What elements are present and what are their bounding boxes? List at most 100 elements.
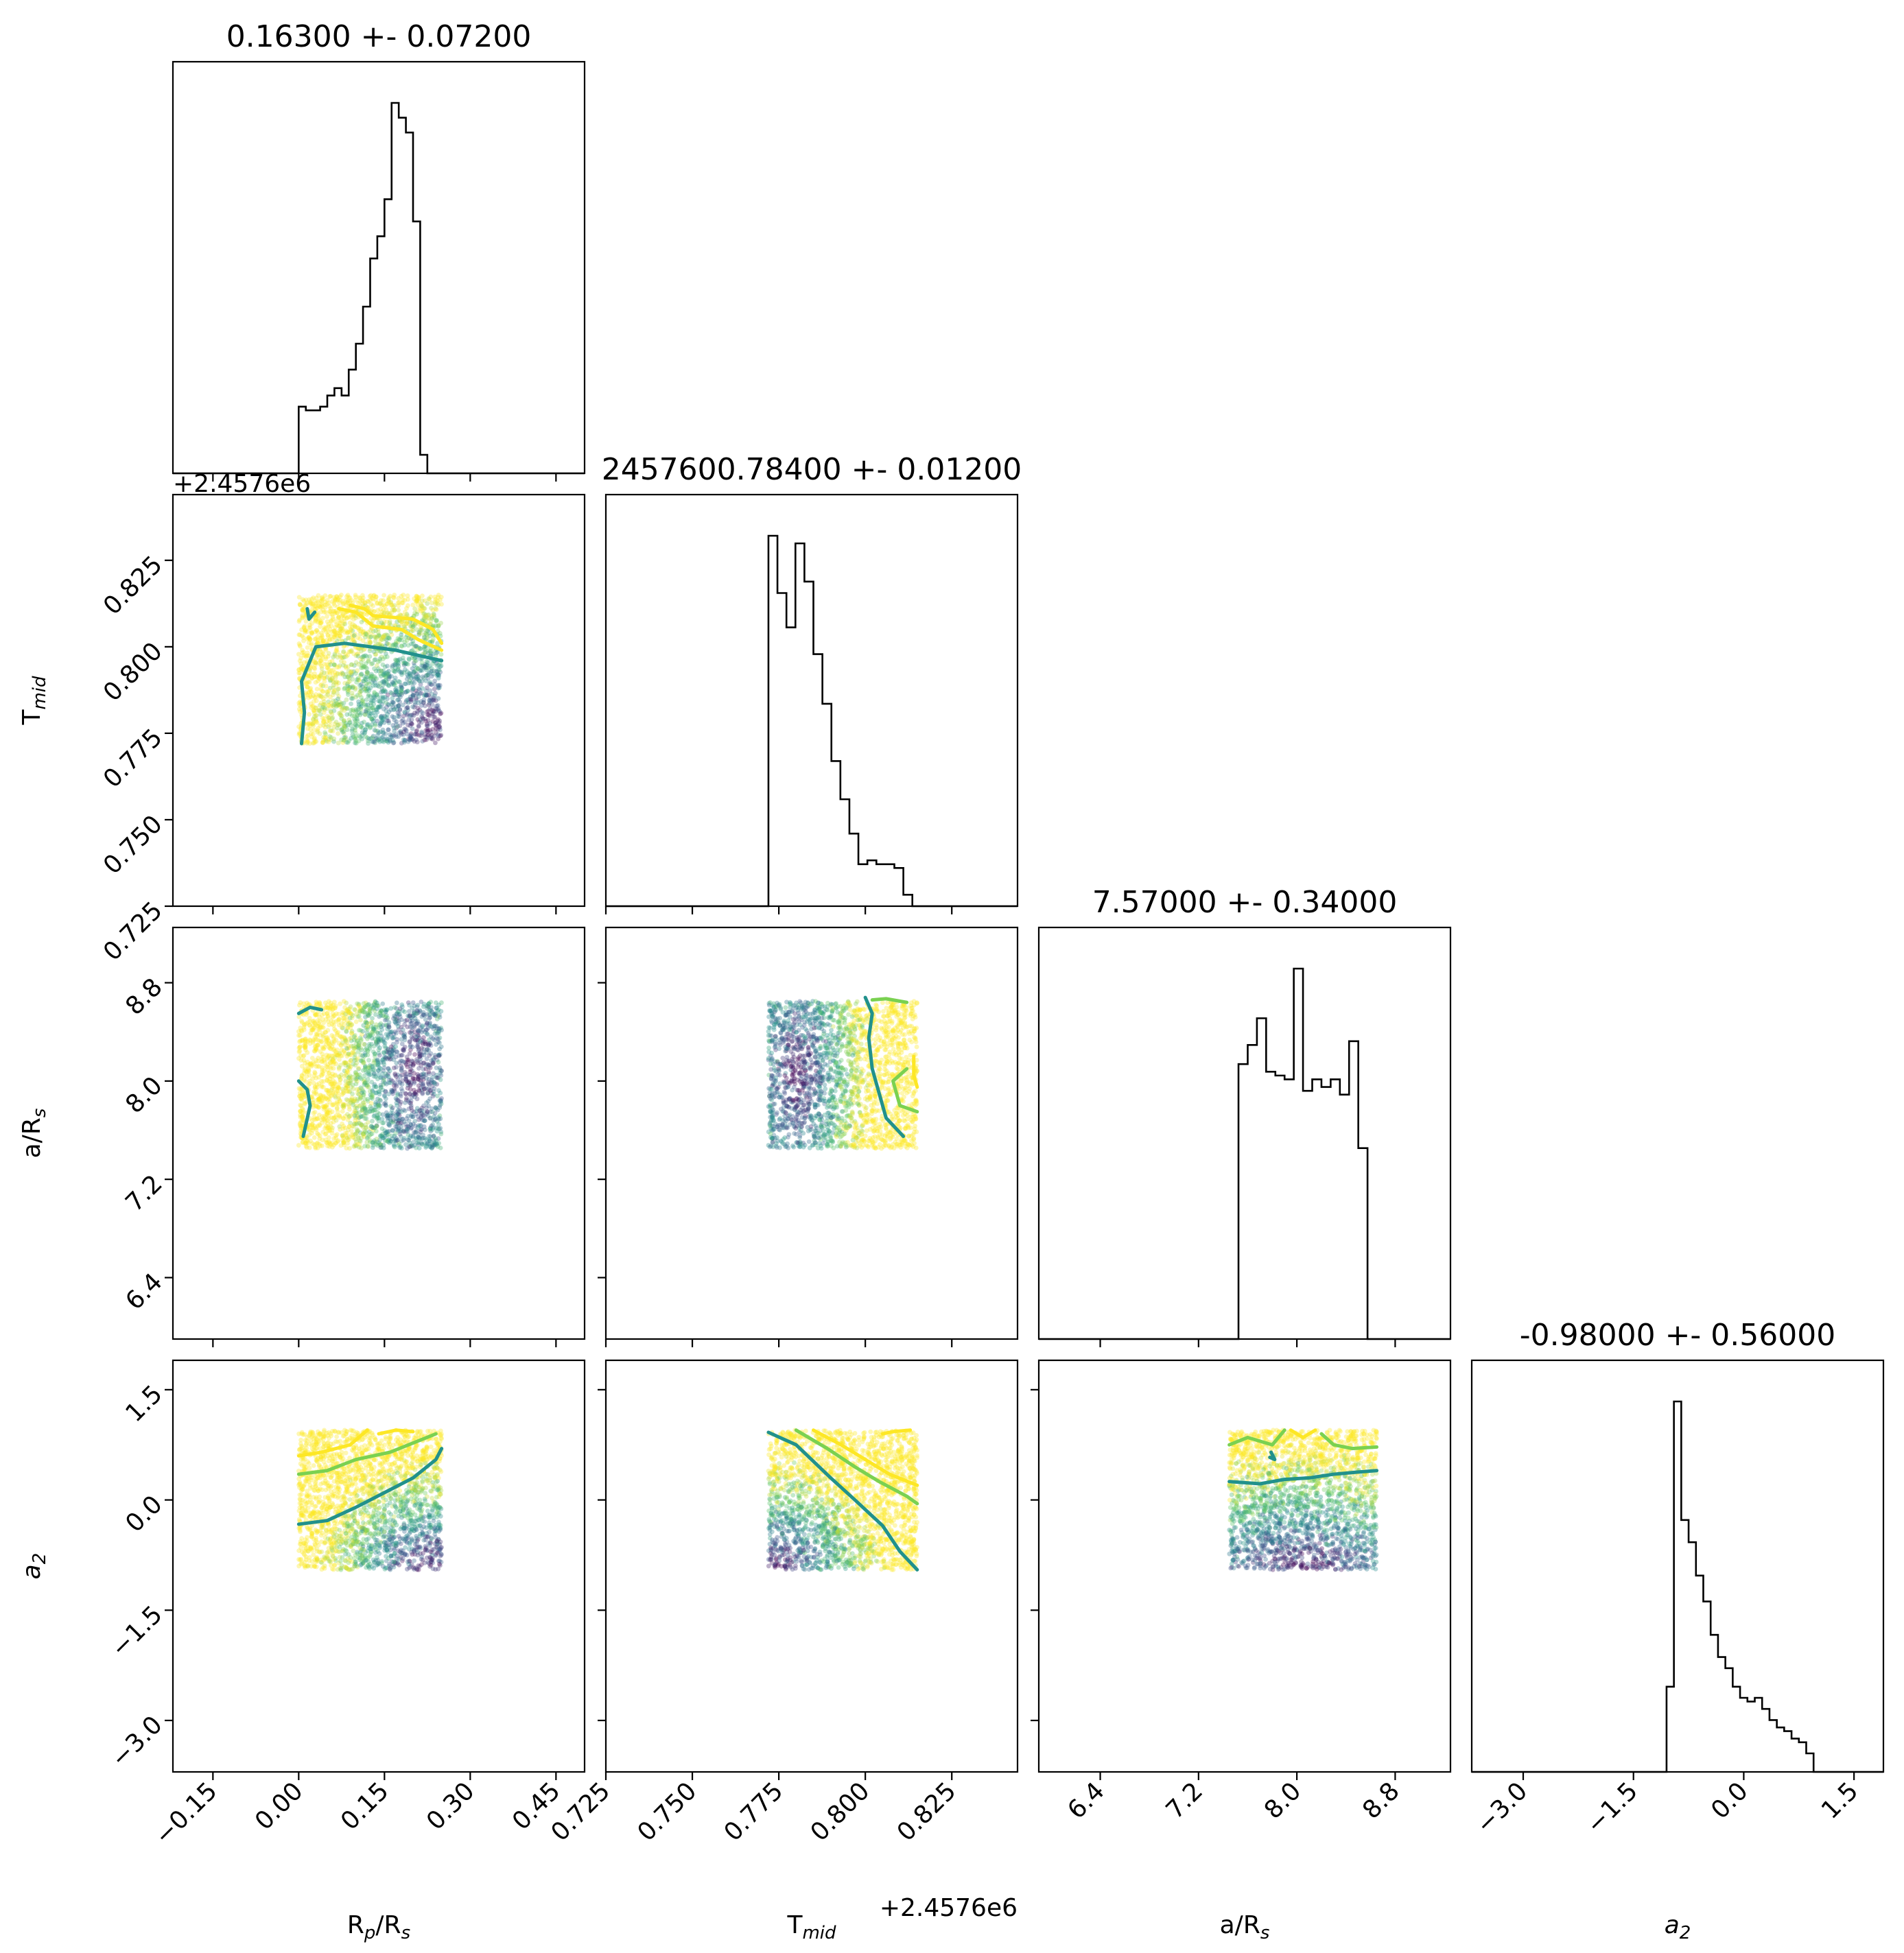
- sample-point: [321, 670, 327, 676]
- sample-point: [366, 599, 371, 604]
- sample-point: [304, 1074, 309, 1079]
- sample-point: [325, 1074, 330, 1080]
- sample-point: [334, 701, 340, 706]
- sample-point: [337, 624, 342, 629]
- sample-point: [426, 1069, 432, 1075]
- sample-point: [373, 594, 379, 600]
- sample-point: [343, 723, 349, 729]
- sample-point: [325, 602, 329, 607]
- sample-point: [378, 729, 383, 735]
- sample-point: [334, 1434, 339, 1439]
- sample-point: [380, 656, 386, 662]
- sample-point: [337, 699, 342, 705]
- sample-point: [379, 602, 384, 608]
- sample-point: [316, 641, 321, 646]
- sample-point: [426, 1042, 432, 1047]
- sample-point: [398, 1100, 403, 1104]
- sample-point: [434, 601, 440, 606]
- panel-frame: [172, 926, 586, 1340]
- sample-point: [422, 1127, 427, 1133]
- sample-point: [354, 1012, 359, 1017]
- sample-point: [438, 1131, 444, 1137]
- sample-point: [317, 620, 322, 626]
- sample-point: [433, 722, 438, 728]
- sample-point: [296, 724, 301, 729]
- sample-point: [296, 1143, 301, 1148]
- sample-point: [357, 1004, 362, 1009]
- sample-point: [428, 619, 434, 624]
- sample-point: [301, 598, 307, 604]
- sample-point: [398, 694, 403, 700]
- sample-point: [379, 1008, 384, 1014]
- sample-point: [435, 641, 440, 646]
- sample-point: [416, 596, 421, 602]
- sample-point: [296, 619, 302, 624]
- sample-point: [311, 595, 316, 600]
- sample-point: [357, 683, 362, 688]
- sample-point: [316, 652, 322, 658]
- sample-point: [375, 1116, 379, 1121]
- sample-point: [406, 697, 410, 702]
- sample-point: [395, 639, 401, 645]
- sample-point: [353, 1076, 358, 1082]
- panel-hist-a2: -0.98000 +- 0.56000: [1470, 1318, 1885, 1773]
- sample-point: [381, 597, 386, 603]
- panel-frame: [1037, 926, 1452, 1340]
- sample-point: [333, 675, 338, 680]
- sample-point: [360, 1057, 366, 1063]
- sample-point: [325, 1124, 331, 1129]
- sample-point: [423, 614, 429, 619]
- sample-point: [322, 735, 328, 740]
- sample-point: [438, 652, 444, 657]
- sample-point: [368, 736, 373, 742]
- sample-point: [351, 613, 356, 618]
- sample-point: [439, 1068, 444, 1074]
- sample-point: [436, 593, 441, 597]
- sample-point: [305, 679, 311, 685]
- sample-point: [383, 1100, 388, 1106]
- sample-point: [365, 724, 370, 729]
- sample-point: [336, 702, 341, 707]
- sample-point: [407, 678, 412, 683]
- sample-point: [325, 1011, 329, 1017]
- sample-point: [427, 680, 433, 685]
- sample-point: [344, 697, 349, 702]
- sample-point: [314, 1001, 320, 1006]
- sample-point: [325, 689, 331, 695]
- sample-point: [392, 603, 397, 608]
- sample-point: [364, 670, 370, 675]
- sample-point: [316, 1100, 321, 1105]
- sample-point: [397, 656, 403, 662]
- sample-point: [335, 687, 340, 692]
- sample-point: [297, 1048, 303, 1054]
- sample-point: [406, 635, 412, 641]
- sample-point: [418, 1078, 423, 1083]
- sample-point: [397, 730, 402, 735]
- sample-point: [438, 1044, 444, 1050]
- sample-point: [347, 1064, 352, 1069]
- sample-point: [300, 1106, 305, 1111]
- sample-point: [351, 708, 355, 713]
- sample-point: [312, 660, 318, 665]
- sample-point: [394, 719, 399, 724]
- sample-point: [368, 639, 373, 645]
- sample-point: [330, 729, 336, 734]
- sample-point: [329, 1115, 334, 1120]
- sample-point: [436, 696, 441, 701]
- sample-point: [433, 1136, 438, 1141]
- sample-point: [314, 1090, 318, 1096]
- sample-point: [408, 680, 413, 686]
- sample-point: [325, 637, 330, 643]
- sample-point: [375, 601, 379, 606]
- sample-point: [408, 1044, 413, 1050]
- sample-point: [312, 735, 317, 741]
- sample-point: [397, 711, 402, 717]
- sample-point: [371, 1071, 377, 1076]
- sample-point: [425, 650, 431, 656]
- sample-point: [360, 1090, 364, 1096]
- sample-point: [306, 1082, 311, 1088]
- sample-point: [425, 685, 430, 690]
- sample-point: [436, 685, 441, 691]
- sample-point: [314, 698, 319, 703]
- sample-point: [299, 1063, 305, 1069]
